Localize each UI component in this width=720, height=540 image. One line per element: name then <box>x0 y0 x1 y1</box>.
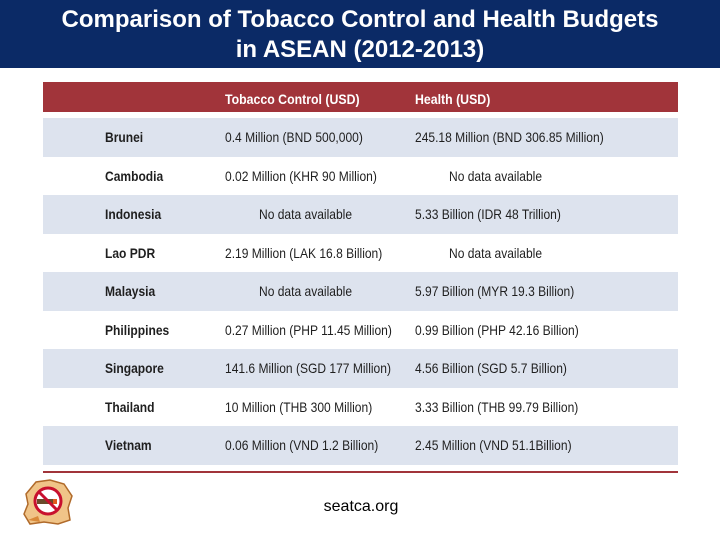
tobacco-cell: 141.6 Million (SGD 177 Million) <box>225 360 391 376</box>
table-row: Indonesia No data available 5.33 Billion… <box>43 195 678 234</box>
title-line-2: in ASEAN (2012-2013) <box>235 36 485 63</box>
tobacco-cell: 0.06 Million (VND 1.2 Billion) <box>225 437 379 453</box>
table-row: Singapore 141.6 Million (SGD 177 Million… <box>43 349 678 388</box>
table-row: Vietnam 0.06 Million (VND 1.2 Billion) 2… <box>43 426 678 465</box>
health-cell: 3.33 Billion (THB 99.79 Billion) <box>415 398 579 415</box>
table-header: Tobacco Control (USD) Health (USD) <box>43 82 678 112</box>
tobacco-cell: No data available <box>259 206 353 222</box>
country-cell: Vietnam <box>105 437 152 453</box>
source-text: seatca.org <box>323 498 399 515</box>
table-bottom-rule <box>43 471 678 473</box>
source-credit: seatca.org <box>0 498 720 516</box>
health-cell: 245.18 Million (BND 306.85 Million) <box>415 129 604 145</box>
header-health: Health (USD) <box>415 91 491 107</box>
country-cell: Singapore <box>105 360 164 376</box>
table-row: Philippines 0.27 Million (PHP 11.45 Mill… <box>43 310 678 349</box>
header-tobacco: Tobacco Control (USD) <box>225 91 360 107</box>
table-row: Thailand 10 Million (THB 300 Million) 3.… <box>43 387 678 426</box>
tobacco-cell: 0.27 Million (PHP 11.45 Million) <box>225 321 392 338</box>
health-cell: 5.97 Billion (MYR 19.3 Billion) <box>415 283 575 299</box>
table-row: Brunei 0.4 Million (BND 500,000) 245.18 … <box>43 118 678 157</box>
tobacco-cell: 0.4 Million (BND 500,000) <box>225 129 363 145</box>
tobacco-cell: No data available <box>259 283 353 299</box>
country-cell: Indonesia <box>105 206 162 222</box>
health-cell: 0.99 Billion (PHP 42.16 Billion) <box>415 321 579 338</box>
country-cell: Cambodia <box>105 167 164 184</box>
title-line-1: Comparison of Tobacco Control and Health… <box>61 6 659 33</box>
table-row: Malaysia No data available 5.97 Billion … <box>43 272 678 311</box>
tobacco-cell: 0.02 Million (KHR 90 Million) <box>225 167 377 184</box>
health-cell: No data available <box>449 244 543 261</box>
country-cell: Philippines <box>105 321 170 338</box>
tobacco-cell: 2.19 Million (LAK 16.8 Billion) <box>225 244 383 261</box>
health-cell: 4.56 Billion (SGD 5.7 Billion) <box>415 360 567 376</box>
country-cell: Brunei <box>105 129 144 145</box>
health-cell: 2.45 Million (VND 51.1Billion) <box>415 437 572 453</box>
table-row: Cambodia 0.02 Million (KHR 90 Million) N… <box>43 156 678 195</box>
health-cell: No data available <box>449 167 543 184</box>
table-row: Lao PDR 2.19 Million (LAK 16.8 Billion) … <box>43 233 678 272</box>
country-cell: Malaysia <box>105 283 156 299</box>
slide-title: Comparison of Tobacco Control and Health… <box>0 0 720 68</box>
budget-table: Tobacco Control (USD) Health (USD) Brune… <box>43 82 678 473</box>
country-cell: Lao PDR <box>105 244 156 261</box>
no-smoking-logo-icon <box>18 476 76 528</box>
tobacco-cell: 10 Million (THB 300 Million) <box>225 398 373 415</box>
health-cell: 5.33 Billion (IDR 48 Trillion) <box>415 206 561 222</box>
country-cell: Thailand <box>105 398 155 415</box>
